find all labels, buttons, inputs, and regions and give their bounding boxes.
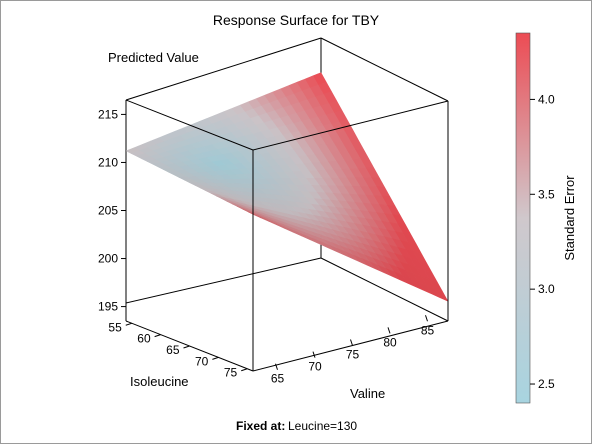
isoleucine-tick-label: 70 — [195, 354, 209, 368]
z-axis-ticks: 215 210 205 200 195 — [98, 107, 126, 314]
z-tick-label: 205 — [98, 204, 118, 218]
tick-mark — [212, 356, 219, 360]
tick-mark — [125, 322, 132, 326]
isoleucine-tick-label: 55 — [108, 320, 122, 334]
tick-mark — [183, 345, 190, 349]
colorbar-tick-label: 3.5 — [538, 187, 555, 201]
fixed-at-label: Fixed at: — [236, 419, 285, 433]
box-edge — [252, 320, 449, 372]
valine-tick-label: 85 — [421, 323, 435, 337]
tick-mark — [425, 315, 428, 322]
colorbar — [515, 32, 531, 404]
z-tick-label: 215 — [98, 107, 118, 121]
response-surface — [125, 72, 449, 302]
colorbar-tick-label: 4.0 — [538, 92, 555, 106]
fixed-at-value: Leucine=130 — [288, 419, 357, 433]
z-tick-label: 195 — [98, 300, 118, 314]
valine-tick-label: 80 — [383, 335, 397, 349]
tick-mark — [387, 327, 391, 334]
tick-mark — [350, 339, 353, 346]
isoleucine-tick-label: 65 — [166, 343, 180, 357]
box-edge — [252, 100, 449, 151]
valine-tick-label: 70 — [308, 360, 322, 374]
valine-tick-label: 65 — [271, 372, 285, 386]
isoleucine-tick-label: 75 — [224, 366, 238, 380]
colorbar-ticks: 4.0 3.5 3.0 2.5 — [530, 92, 555, 391]
box-edge — [320, 37, 449, 102]
isoleucine-axis-label: Isoleucine — [130, 374, 189, 389]
z-tick-label: 200 — [98, 252, 118, 266]
chart-title: Response Surface for TBY — [213, 12, 380, 28]
tick-mark — [241, 368, 248, 372]
z-axis-label: Predicted Value — [108, 50, 199, 65]
valine-tick-label: 75 — [346, 348, 360, 362]
box-front-edges — [125, 99, 449, 372]
isoleucine-axis-ticks: 55 60 65 70 75 — [108, 320, 248, 380]
colorbar-tick-label: 3.0 — [538, 282, 555, 296]
valine-axis-ticks: 65 70 75 80 85 — [271, 315, 435, 386]
tick-mark — [312, 351, 316, 358]
box-edge — [125, 99, 254, 151]
box-edge — [320, 257, 449, 322]
valine-axis-label: Valine — [350, 386, 385, 401]
tick-mark — [275, 363, 278, 370]
tick-mark — [154, 334, 161, 338]
colorbar-label: Standard Error — [562, 175, 577, 261]
colorbar-tick-label: 2.5 — [538, 377, 555, 391]
box-edge — [125, 257, 322, 304]
isoleucine-tick-label: 60 — [137, 332, 151, 346]
z-tick-label: 210 — [98, 155, 118, 169]
box-edge — [125, 37, 322, 101]
